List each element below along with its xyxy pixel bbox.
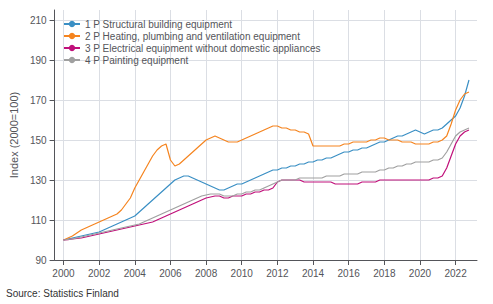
- svg-text:2010: 2010: [231, 268, 254, 279]
- svg-text:2004: 2004: [124, 268, 147, 279]
- svg-text:2008: 2008: [195, 268, 218, 279]
- svg-text:2012: 2012: [266, 268, 289, 279]
- svg-text:210: 210: [30, 15, 47, 26]
- svg-text:2016: 2016: [338, 268, 361, 279]
- svg-text:2000: 2000: [52, 268, 75, 279]
- svg-text:2020: 2020: [409, 268, 432, 279]
- svg-text:1 P Structural building equipm: 1 P Structural building equipment: [85, 19, 232, 30]
- svg-text:Source: Statistics Finland: Source: Statistics Finland: [6, 288, 119, 299]
- svg-text:2006: 2006: [159, 268, 182, 279]
- svg-text:3 P Electrical equipment witho: 3 P Electrical equipment without domesti…: [85, 43, 321, 54]
- svg-text:90: 90: [35, 255, 47, 266]
- svg-text:170: 170: [30, 95, 47, 106]
- svg-text:Index (2000=100): Index (2000=100): [8, 92, 20, 179]
- svg-text:2002: 2002: [88, 268, 111, 279]
- svg-text:150: 150: [30, 135, 47, 146]
- svg-text:4 P Painting equipment: 4 P Painting equipment: [85, 55, 188, 66]
- svg-text:130: 130: [30, 175, 47, 186]
- svg-text:2 P Heating, plumbing and vent: 2 P Heating, plumbing and ventilation eq…: [85, 31, 300, 42]
- svg-text:110: 110: [31, 215, 47, 226]
- svg-text:2018: 2018: [373, 268, 396, 279]
- svg-text:190: 190: [30, 55, 47, 66]
- svg-text:2014: 2014: [302, 268, 325, 279]
- svg-text:2022: 2022: [444, 268, 467, 279]
